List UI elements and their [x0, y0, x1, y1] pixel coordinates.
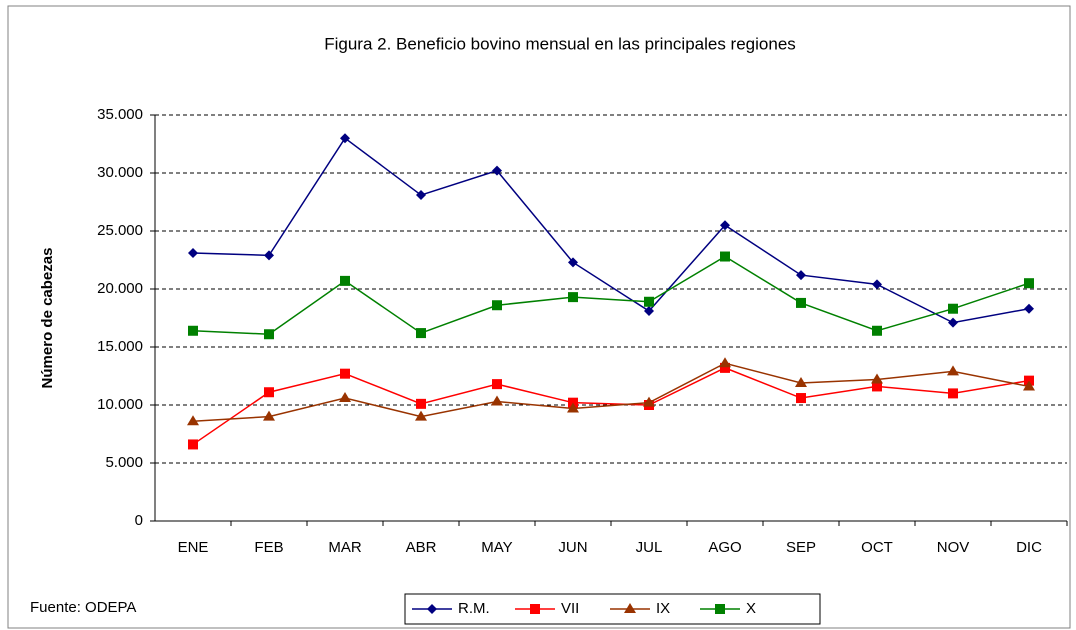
x-tick-label: OCT [861, 539, 893, 556]
marker [1024, 303, 1034, 314]
marker [796, 270, 806, 281]
marker [263, 410, 275, 421]
marker [872, 381, 882, 392]
y-tick-label: 0 [135, 512, 143, 529]
marker [719, 357, 731, 368]
x-tick-label: JUN [558, 539, 587, 556]
series-line [192, 367, 1030, 446]
source: Fuente: ODEPA [30, 599, 136, 616]
chart-title: Figura 2. Beneficio bovino mensual en la… [324, 34, 796, 53]
marker [188, 325, 198, 336]
marker [643, 396, 655, 407]
x-tick-label: AGO [708, 539, 741, 556]
series-line [192, 137, 1030, 324]
marker [264, 387, 274, 398]
y-tick-label: 15.000 [97, 338, 143, 355]
marker [264, 329, 274, 340]
marker [1024, 278, 1034, 289]
marker [1023, 380, 1035, 391]
marker [720, 220, 730, 231]
marker [567, 402, 579, 413]
x-tick-label: ABR [406, 539, 437, 556]
legend-label: X [746, 600, 756, 617]
marker [188, 248, 198, 259]
x-tick-label: JUL [636, 539, 663, 556]
marker [720, 251, 730, 262]
marker [264, 250, 274, 261]
legend-marker [715, 604, 725, 614]
marker [340, 275, 350, 286]
y-axis-label: Número de cabezas [39, 248, 56, 389]
y-tick-label: 5.000 [105, 454, 143, 471]
marker [339, 392, 351, 403]
y-tick-label: 35.000 [97, 106, 143, 123]
y-tick-label: 20.000 [97, 280, 143, 297]
marker [871, 373, 883, 384]
marker [416, 328, 426, 339]
marker [796, 393, 806, 404]
marker [720, 362, 730, 373]
marker [415, 410, 427, 421]
marker [796, 297, 806, 308]
marker [644, 306, 654, 317]
marker [872, 279, 882, 290]
x-tick-label: MAR [328, 539, 362, 556]
legend-label: R.M. [458, 600, 490, 617]
marker [948, 388, 958, 399]
legend-marker [624, 603, 636, 613]
legend-marker [530, 604, 540, 614]
x-tick-label: ENE [178, 539, 209, 556]
marker [491, 395, 503, 406]
marker [492, 300, 502, 311]
marker [947, 365, 959, 376]
x-tick-label: SEP [786, 539, 816, 556]
series-line [192, 362, 1030, 422]
x-tick-label: MAY [481, 539, 512, 556]
x-tick-label: NOV [937, 539, 970, 556]
marker [416, 190, 426, 201]
marker [416, 398, 426, 409]
marker [795, 376, 807, 387]
marker [568, 292, 578, 303]
x-tick-label: FEB [254, 539, 283, 556]
marker [948, 303, 958, 314]
legend-label: VII [561, 600, 579, 617]
marker [492, 165, 502, 176]
marker [948, 317, 958, 328]
marker [187, 415, 199, 426]
marker [492, 379, 502, 390]
marker [188, 439, 198, 450]
x-tick-label: DIC [1016, 539, 1042, 556]
y-tick-label: 30.000 [97, 164, 143, 181]
legend-marker [427, 604, 437, 614]
marker [644, 296, 654, 307]
chart-border [7, 5, 1071, 629]
legend-label: IX [656, 600, 670, 617]
series-line [192, 255, 1030, 336]
marker [340, 368, 350, 379]
marker [872, 325, 882, 336]
y-tick-label: 25.000 [97, 222, 143, 239]
y-tick-label: 10.000 [97, 396, 143, 413]
marker [568, 257, 578, 268]
marker [340, 133, 350, 144]
